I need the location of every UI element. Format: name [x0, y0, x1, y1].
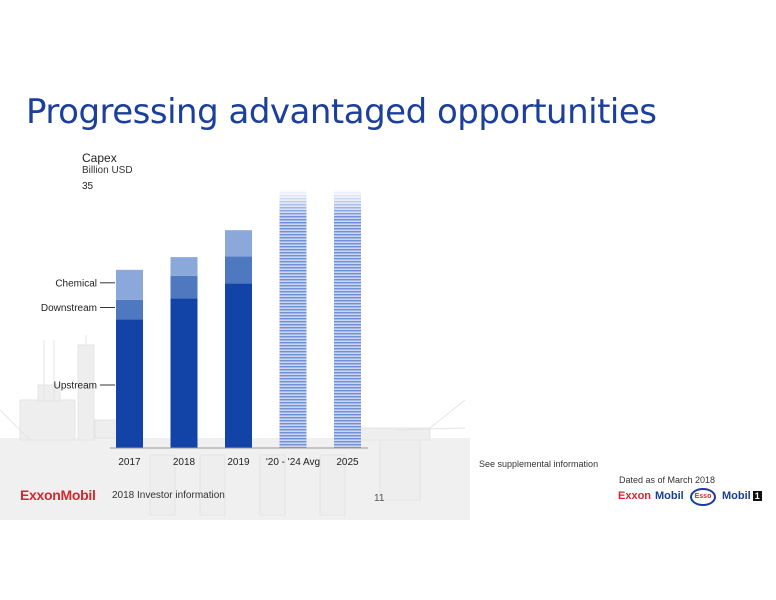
series-label-chemical: Chemical	[55, 278, 97, 289]
footer-text: 2018 Investor information	[112, 490, 225, 501]
y-axis-label: Capex	[82, 151, 117, 165]
dated-note: Dated as of March 2018	[619, 475, 716, 485]
projection-bars-group	[279, 188, 361, 448]
x-tick-label-4: 2025	[336, 457, 359, 468]
esso-logo: Esso	[690, 488, 716, 506]
page-number: 11	[374, 493, 385, 504]
series-label-upstream: Upstream	[54, 381, 97, 392]
offshore-platform-illustration-icon	[0, 335, 470, 520]
bars-group	[116, 230, 252, 448]
mobil-logo: Mobil	[655, 490, 684, 502]
bar-chemical-0	[116, 269, 143, 300]
series-label-downstream: Downstream	[41, 303, 97, 314]
bar-upstream-1	[170, 298, 198, 448]
x-tick-label-2: 2019	[227, 457, 250, 468]
projection-bar-fade-4	[334, 188, 361, 217]
bar-downstream-0	[116, 299, 143, 320]
bar-chemical-1	[170, 257, 198, 276]
x-tick-label-0: 2017	[118, 457, 141, 468]
projection-bar-fade-3	[279, 188, 307, 217]
projection-bar-4	[334, 189, 361, 448]
bar-upstream-2	[225, 283, 252, 448]
x-tick-label-1: 2018	[173, 457, 196, 468]
projection-bar-3	[279, 189, 307, 448]
bar-downstream-2	[225, 256, 252, 284]
x-tick-labels: 2017 2018 2019 '20 - '24 Avg 2025	[118, 457, 359, 468]
bar-chemical-2	[225, 230, 252, 257]
y-axis-unit: Billion USD	[82, 165, 133, 176]
page-title: Progressing advantaged opportunities	[26, 92, 657, 132]
exxon-logo: Exxon	[618, 490, 652, 502]
exxonmobil-logo: ExxonMobil	[20, 487, 96, 503]
supplemental-note: See supplemental information	[479, 459, 599, 469]
series-labels: Chemical Downstream Upstream	[41, 278, 115, 392]
bar-upstream-0	[116, 319, 143, 448]
y-tick-max: 35	[82, 181, 94, 192]
mobil1-logo: Mobil 1	[722, 490, 762, 502]
brand-logos: Exxon Mobil Esso Mobil 1	[618, 488, 768, 506]
x-tick-label-3: '20 - '24 Avg	[266, 457, 320, 468]
bar-downstream-1	[170, 275, 198, 299]
